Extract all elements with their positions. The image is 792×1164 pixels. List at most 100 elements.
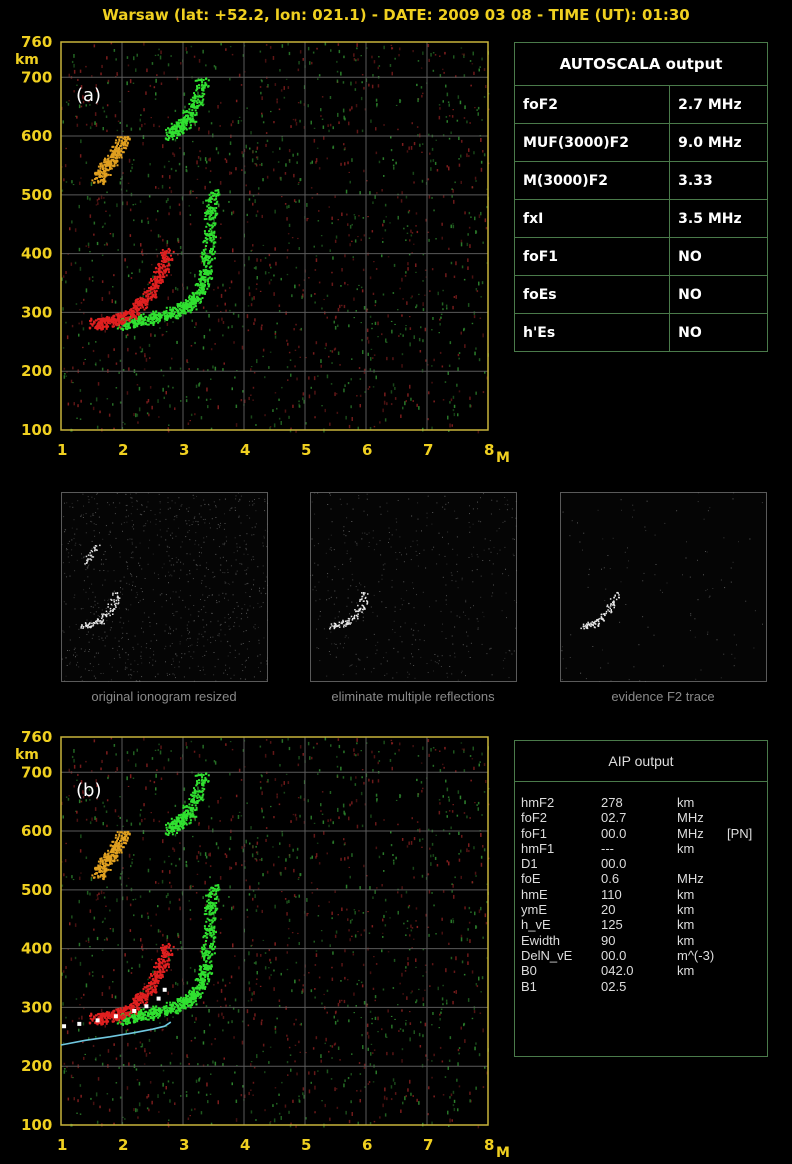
aip-row: B1 02.5 [521,979,766,994]
autoscala-table: AUTOSCALA output foF2 2.7 MHz MUF(3000)F2… [513,42,768,352]
series-line [60,1021,172,1046]
aip-name: B0 [521,963,537,979]
aip-row: hmE 110 km [521,887,766,902]
param-value: NO [669,275,768,314]
param-name: MUF(3000)F2 [513,123,671,162]
data-point [194,772,210,786]
aip-value: --- [601,840,614,856]
aip-name: foF2 [521,810,548,826]
y-tick-label: 200 [21,1057,52,1075]
data-point [77,1021,82,1026]
thumbnail-caption: eliminate multiple reflections [331,689,495,704]
param-name: M(3000)F2 [513,161,671,200]
thumb-frame [560,492,767,682]
series-2 [91,830,131,881]
plot-frame [60,736,489,1126]
aip-extra: [PN] [727,825,753,841]
x-tick-label: 5 [301,441,311,459]
y-tick-label: 200 [21,362,52,380]
trace [580,591,620,630]
data-point [62,1024,67,1029]
aip-row: Ewidth 90 km [521,933,766,948]
aip-value: 278 [601,795,623,810]
table-row: foEs NO [513,275,768,314]
aip-row: D1 00.0 [521,856,766,871]
y-tick-label: 700 [21,68,52,86]
x-tick-label: 1 [57,1136,67,1154]
y-tick-label: 500 [21,881,52,899]
data-point [115,830,131,845]
param-value: NO [669,313,768,352]
aip-row: B0 042.0 km [521,963,766,978]
data-point [109,137,129,159]
series-0 [116,884,221,1026]
aip-row: foF2 02.7 MHz [521,810,766,825]
aip-value: 0.6 [601,871,620,887]
param-name: foEs [513,275,671,314]
data-point [162,987,167,992]
autoscala-title: AUTOSCALA output [514,42,768,86]
x-tick-label: 1 [57,441,67,459]
param-value: 9.0 MHz [669,123,768,162]
param-value: NO [669,237,768,276]
data-point [156,996,161,1001]
data-point [205,189,221,203]
x-tick-label: 8 [484,1136,494,1154]
aip-name: hmE [521,886,548,902]
table-row: MUF(3000)F2 9.0 MHz [513,123,768,162]
x-tick-label: 2 [118,441,128,459]
aip-value: 02.7 [601,810,627,826]
aip-row: hmF2 278 km [521,795,766,810]
aip-unit: km [677,902,695,918]
param-name: fxI [513,199,671,238]
aip-name: DelN_vE [521,947,573,963]
data-point [154,945,172,971]
noise-layer [61,42,490,434]
aip-unit: km [677,795,695,810]
table-row: h'Es NO [513,313,768,352]
aip-unit: km [677,886,695,902]
x-tick-label: 3 [179,441,189,459]
data-point [132,1008,137,1013]
aip-rows: hmF2 278 km foF2 02.7 MHz foF1 00.0 MHz [PN] hmF1 -… [521,795,766,994]
aip-row: foF1 00.0 MHz [PN] [521,826,766,841]
aip-value: 90 [601,932,616,948]
y-axis-label: km [15,747,39,763]
param-value: 3.5 MHz [669,199,768,238]
data-point [144,1004,149,1009]
panel-label: (a) [76,85,101,106]
aip-row: h_vE 125 km [521,917,766,932]
data-point [188,774,207,804]
aip-unit: km [677,840,695,856]
y-tick-label: 100 [21,421,52,439]
thumb-frame [310,492,517,682]
y-tick-label: 100 [21,1116,52,1134]
series-5 [60,1021,172,1046]
x-tick-label: 7 [423,1136,433,1154]
y-tick-label: 400 [21,245,52,263]
noise-layer [61,737,490,1129]
data-point [202,211,217,244]
series-2 [91,135,131,186]
y-tick-label: 500 [21,186,52,204]
param-value: 3.33 [669,161,768,200]
panel-label: (b) [76,780,101,801]
data-point [148,264,168,287]
x-tick-label: 6 [362,441,372,459]
data-point [194,77,210,91]
aip-row: foE 0.6 MHz [521,871,766,886]
aip-name: ymE [521,902,547,918]
series-4 [62,987,167,1029]
y-tick-label: 300 [21,998,52,1016]
y-tick-label: 600 [21,822,52,840]
x-tick-label: 5 [301,1136,311,1154]
thumbnail-caption: original ionogram resized [91,689,237,704]
aip-name: foE [521,871,541,887]
data-point [144,278,162,301]
aip-output-panel [514,740,768,1057]
aip-value: 042.0 [601,963,634,979]
data-point [200,232,217,263]
x-tick-label: 4 [240,441,250,459]
data-point [160,247,175,262]
